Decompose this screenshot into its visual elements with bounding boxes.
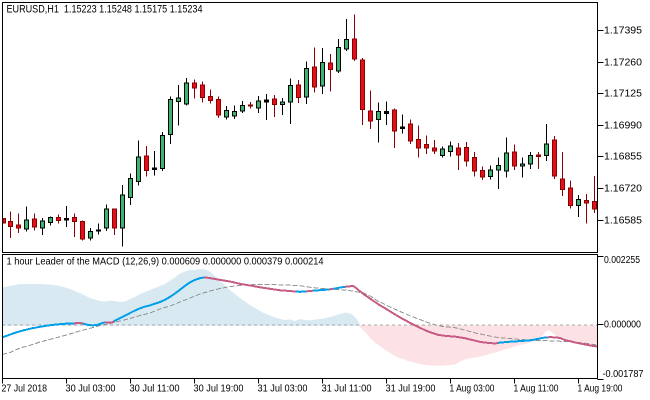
svg-text:30 Jul 19:00: 30 Jul 19:00	[194, 384, 244, 395]
svg-text:1.17260: 1.17260	[604, 58, 642, 69]
svg-text:1 Aug 19:00: 1 Aug 19:00	[578, 384, 623, 395]
svg-text:1.16720: 1.16720	[604, 184, 642, 195]
svg-text:1.17395: 1.17395	[604, 26, 642, 37]
svg-text:1 hour Leader of the MACD (12,: 1 hour Leader of the MACD (12,26,9) 0.00…	[7, 257, 324, 268]
svg-text:1.16990: 1.16990	[604, 121, 642, 132]
svg-text:30 Jul 11:00: 30 Jul 11:00	[130, 384, 180, 395]
svg-text:30 Jul 03:00: 30 Jul 03:00	[66, 384, 116, 395]
svg-text:0.000000: 0.000000	[604, 320, 641, 331]
svg-text:-0.001787: -0.001787	[603, 369, 644, 380]
svg-text:27 Jul 2018: 27 Jul 2018	[2, 384, 48, 395]
svg-text:1.16585: 1.16585	[604, 216, 642, 227]
svg-text:0.002255: 0.002255	[604, 255, 640, 266]
svg-text:1 Aug 03:00: 1 Aug 03:00	[450, 384, 495, 395]
svg-text:31 Jul 11:00: 31 Jul 11:00	[322, 384, 372, 395]
svg-text:31 Jul 19:00: 31 Jul 19:00	[386, 384, 436, 395]
svg-text:EURUSD,H1 1.15223 1.15248 1.1: EURUSD,H1 1.15223 1.15248 1.15175 1.1523…	[7, 4, 203, 16]
svg-text:1 Aug 11:00: 1 Aug 11:00	[514, 384, 559, 395]
svg-text:31 Jul 03:00: 31 Jul 03:00	[258, 384, 308, 395]
svg-text:1.17125: 1.17125	[604, 89, 642, 100]
svg-text:1.16855: 1.16855	[604, 152, 642, 163]
